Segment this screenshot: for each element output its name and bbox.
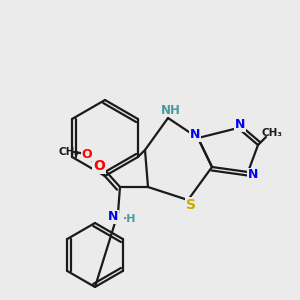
Text: CH₃: CH₃	[262, 128, 283, 138]
Text: N: N	[108, 211, 118, 224]
Text: O: O	[93, 159, 105, 173]
Text: CH₃: CH₃	[58, 147, 80, 157]
Text: NH: NH	[161, 103, 181, 116]
Text: O: O	[82, 148, 92, 160]
Text: ·H: ·H	[123, 214, 137, 224]
Text: N: N	[235, 118, 245, 131]
Text: N: N	[248, 169, 258, 182]
Text: S: S	[186, 198, 196, 212]
Text: N: N	[190, 128, 200, 142]
